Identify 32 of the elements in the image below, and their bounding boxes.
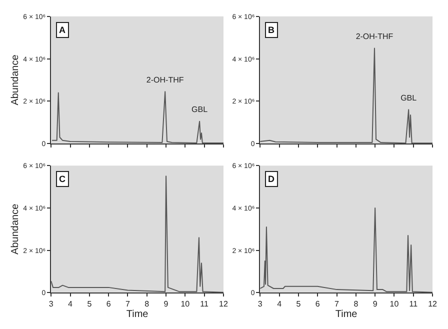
x-tick-label: 6 [315, 299, 320, 308]
x-tick-label: 12 [219, 299, 228, 308]
x-tick-label: 8 [144, 299, 150, 308]
x-tick-label: 9 [164, 299, 169, 308]
annotation: 2-OH-THF [146, 75, 184, 84]
x-tick-label: 9 [372, 299, 378, 308]
text: A [59, 25, 66, 35]
x-tick-label: 10 [390, 299, 400, 308]
x-tick-label: 6 [106, 299, 112, 308]
x-tick-label: 11 [200, 299, 210, 308]
x-tick-label: 7 [334, 299, 340, 308]
x-tick-label: 8 [354, 299, 359, 308]
x-tick-label: 3 [48, 299, 54, 308]
annotation: GBL [192, 105, 208, 114]
x-axis-title: Time [335, 308, 358, 320]
x-axis-title: Time [126, 308, 149, 320]
y-axis-title: Abundance [10, 203, 22, 254]
x-tick-label: 11 [409, 299, 418, 308]
x-tick-label: 3 [258, 299, 263, 308]
x-tick-label: 5 [296, 299, 302, 308]
x-tick-label: 5 [87, 299, 92, 308]
y-axis-title: Abundance [10, 54, 22, 106]
x-tick-label: 4 [277, 299, 282, 308]
x-tick-label: 7 [125, 299, 130, 308]
annotation: GBL [400, 93, 418, 102]
x-tick-label: 12 [428, 299, 438, 308]
x-tick-label: 10 [180, 299, 190, 308]
text: B [268, 25, 275, 35]
text: D [268, 174, 275, 184]
x-tick-label: 4 [68, 299, 74, 308]
annotation: 2-OH-THF [356, 32, 394, 41]
text: C [59, 174, 66, 184]
